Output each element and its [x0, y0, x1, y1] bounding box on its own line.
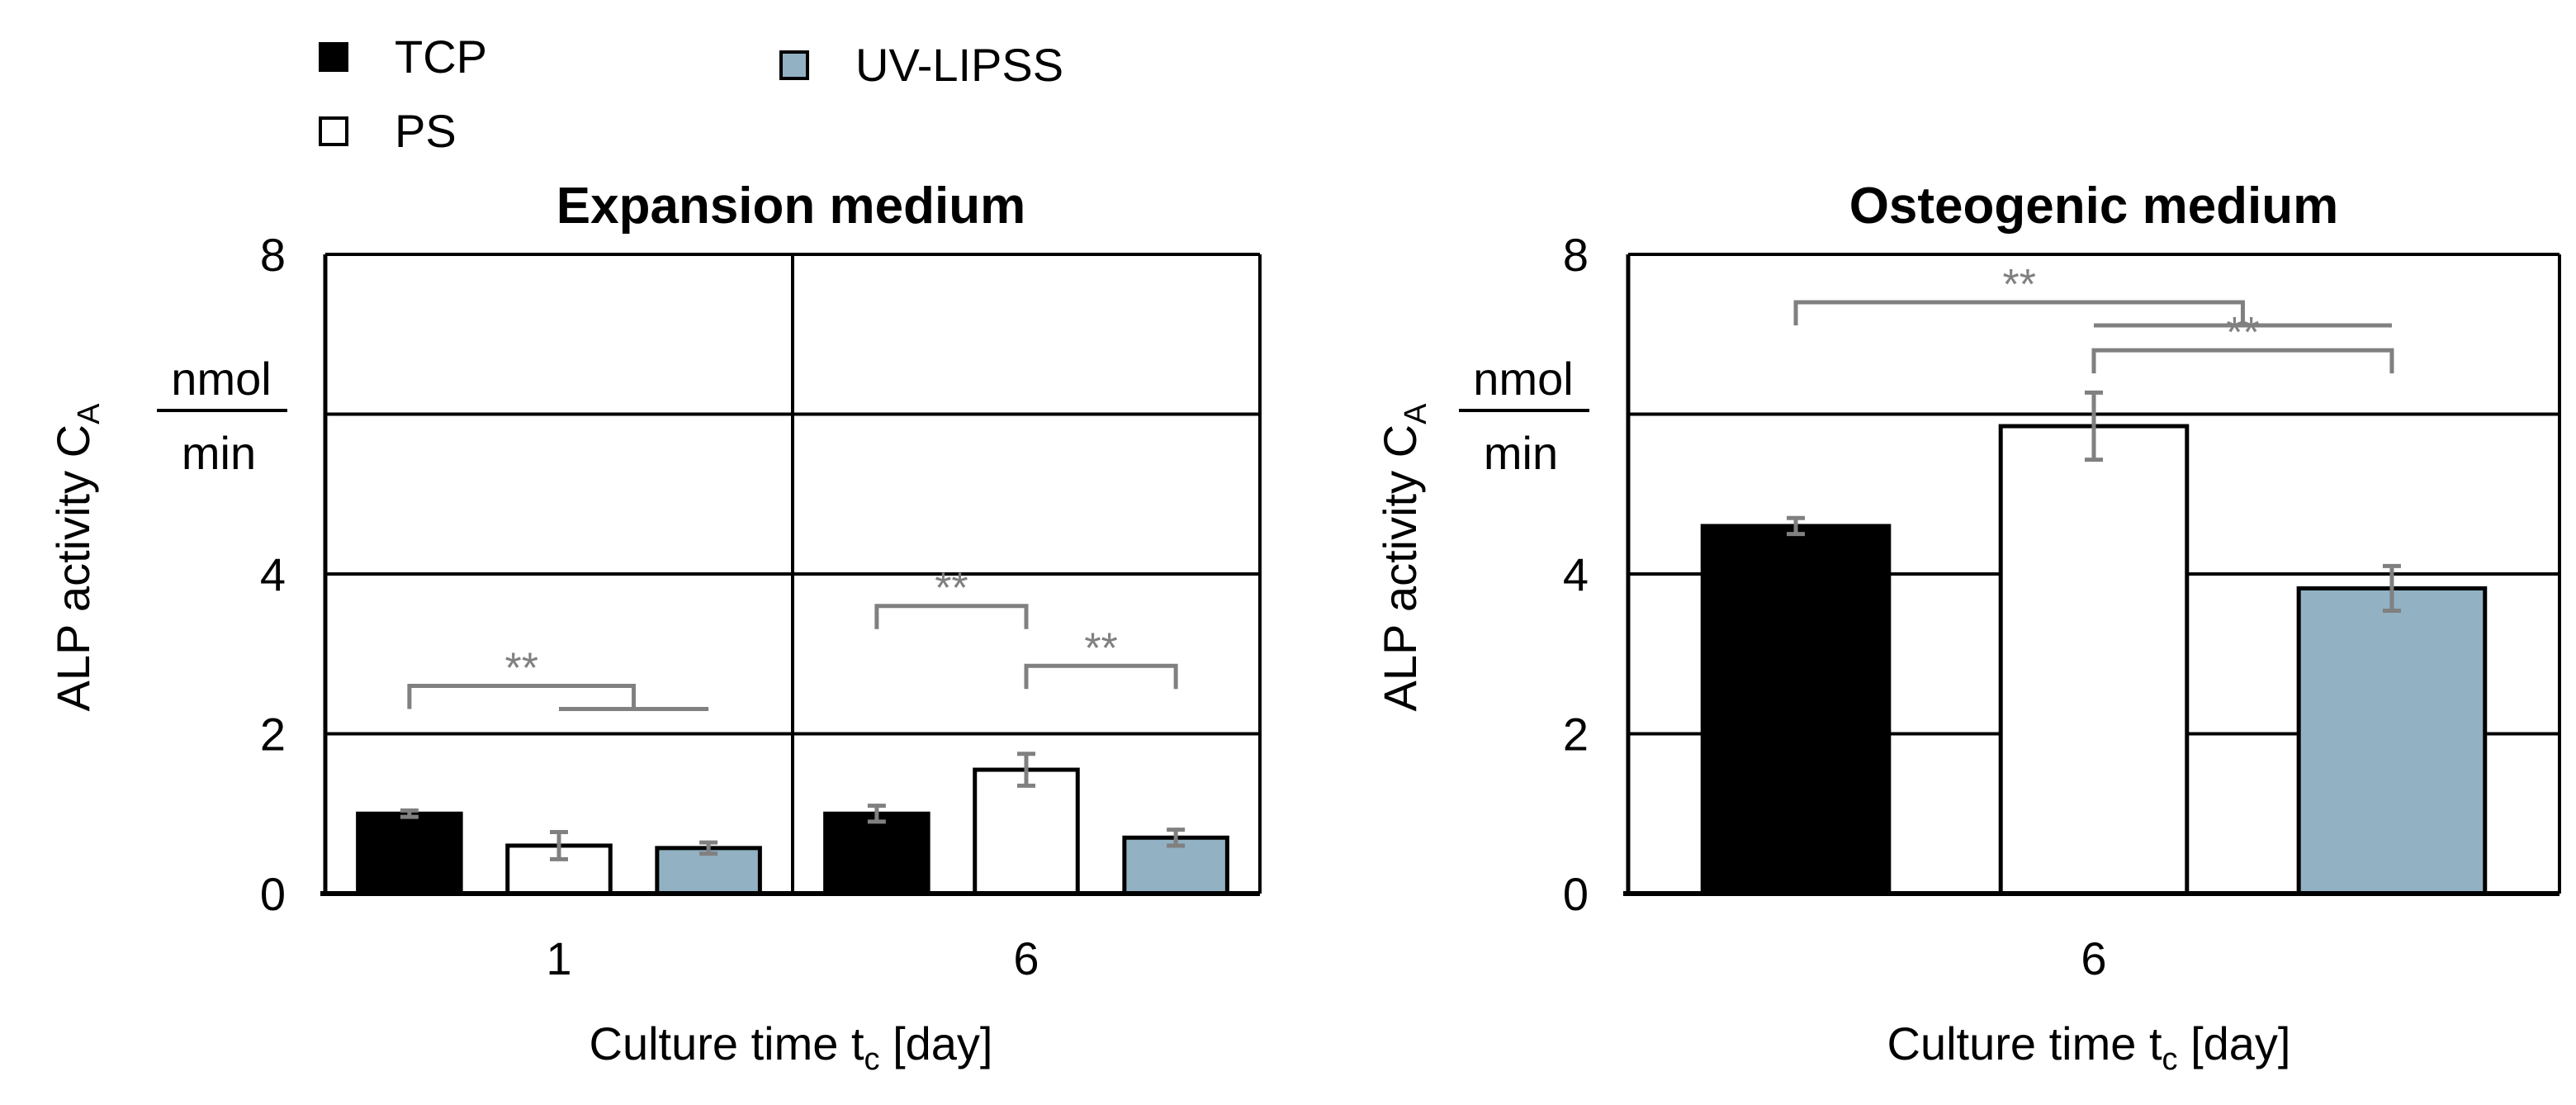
legend: TCP PS UV-LIPSS	[319, 31, 1063, 157]
y-axis-title-main-expansion: ALP activity C	[47, 424, 99, 712]
expansion-medium-panel: Expansion medium ALP activity CA nmol mi…	[47, 178, 1262, 1077]
significance-label-osteogenic: **	[2226, 309, 2259, 357]
significance-bracket-expansion	[1024, 663, 1178, 690]
y-axis-title-expansion: ALP activity CA	[47, 403, 107, 712]
panel-title-expansion: Expansion medium	[556, 178, 1025, 235]
bar-osteogenic-uv-lipss-day-6	[2296, 586, 2488, 896]
y-tick-label-osteogenic: 4	[1563, 548, 1589, 600]
y-unit-denominator-expansion: min	[182, 427, 256, 479]
legend-swatch-tcp	[319, 42, 348, 72]
y-unit-numerator-osteogenic: nmol	[1473, 353, 1573, 405]
y-axis-title-sub-expansion: A	[72, 403, 107, 424]
x-tick-label-expansion: 6	[1013, 932, 1039, 984]
legend-label-uv-lipss: UV-LIPSS	[855, 39, 1063, 91]
legend-swatch-uv-lipss	[779, 50, 809, 80]
y-tick-label-osteogenic: 2	[1563, 709, 1589, 761]
x-axis-title-sub-expansion: c	[864, 1042, 880, 1077]
significance-bracket-osteogenic	[2091, 348, 2394, 374]
y-unit-denominator-osteogenic: min	[1484, 427, 1558, 479]
y-tick-label-osteogenic: 8	[1563, 229, 1589, 281]
x-axis-title-tail-expansion: [day]	[880, 1017, 993, 1069]
x-axis-title-tail-osteogenic: [day]	[2178, 1017, 2291, 1069]
y-axis-title-sub-osteogenic: A	[1399, 403, 1433, 424]
y-unit-numerator-expansion: nmol	[171, 353, 271, 405]
y-axis-title-osteogenic: ALP activity CA	[1374, 403, 1433, 712]
legend-swatch-ps	[319, 116, 348, 146]
significance-bracket-expansion	[407, 683, 637, 709]
y-tick-label-osteogenic: 0	[1563, 868, 1589, 920]
legend-label-ps: PS	[395, 105, 457, 157]
x-tick-label-expansion: 1	[546, 932, 571, 984]
significance-label-expansion: **	[1084, 624, 1117, 672]
x-tick-label-osteogenic: 6	[2081, 932, 2106, 984]
x-axis-title-osteogenic: Culture time tc [day]	[1887, 1017, 2291, 1077]
y-tick-label-expansion: 4	[260, 548, 286, 600]
significance-label-expansion: **	[935, 565, 968, 613]
y-axis-title-main-osteogenic: ALP activity C	[1374, 424, 1426, 712]
significance-bracket-expansion	[874, 604, 1029, 629]
bar-expansion-tcp-day-1	[356, 811, 463, 896]
x-axis-title-expansion: Culture time tc [day]	[590, 1017, 993, 1077]
svg-text:ALP activity CA: ALP activity CA	[47, 403, 107, 712]
y-tick-label-expansion: 2	[260, 709, 286, 761]
significance-label-expansion: **	[504, 644, 537, 692]
bar-expansion-ps-day-6	[973, 767, 1080, 896]
x-axis-title-main-expansion: Culture time t	[590, 1017, 864, 1069]
significance-bracket-osteogenic	[1793, 300, 2245, 326]
osteogenic-medium-panel: Osteogenic medium ALP activity CA nmol m…	[1374, 178, 2561, 1077]
y-tick-label-expansion: 0	[260, 868, 286, 920]
significance-label-osteogenic: **	[2003, 261, 2036, 309]
y-tick-label-expansion: 8	[260, 229, 286, 281]
bar-expansion-tcp-day-6	[823, 811, 930, 896]
svg-text:ALP activity CA: ALP activity CA	[1374, 403, 1433, 712]
bar-osteogenic-ps-day-6	[1998, 424, 2190, 896]
panel-title-osteogenic: Osteogenic medium	[1849, 178, 2339, 235]
bar-osteogenic-tcp-day-6	[1700, 524, 1892, 896]
x-axis-title-sub-osteogenic: c	[2162, 1042, 2178, 1077]
legend-label-tcp: TCP	[395, 31, 487, 83]
x-axis-title-main-osteogenic: Culture time t	[1887, 1017, 2162, 1069]
